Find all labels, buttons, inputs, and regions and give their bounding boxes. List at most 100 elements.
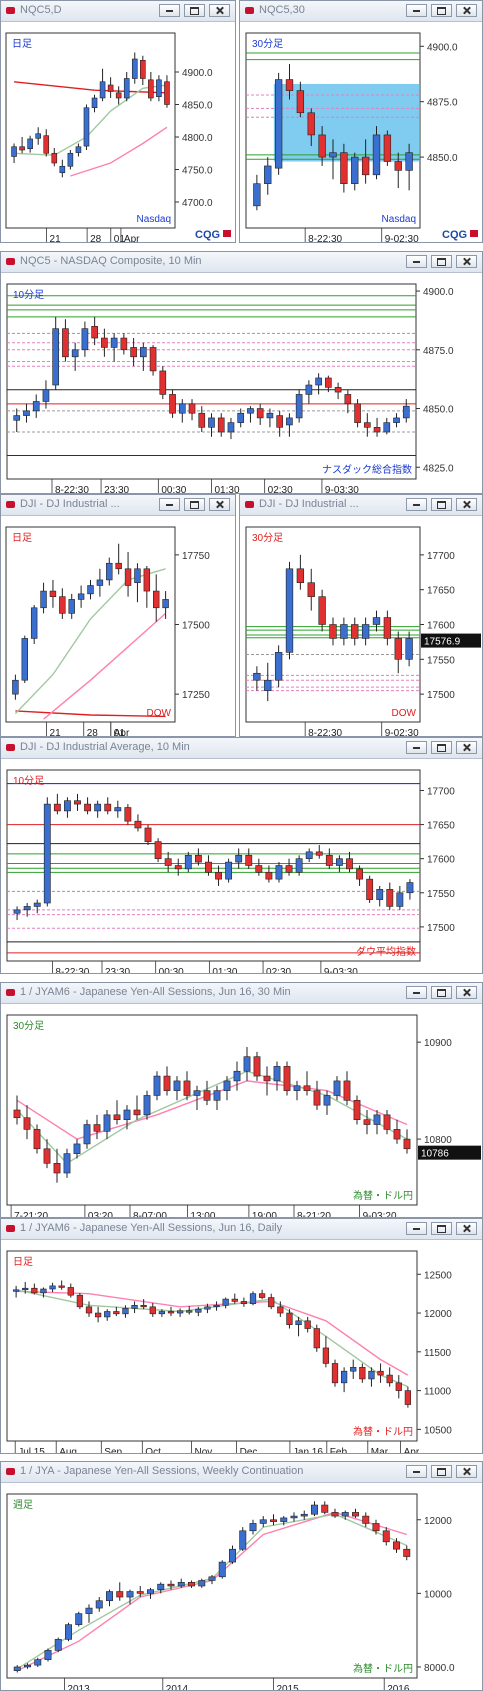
candle[interactable] [245,848,253,869]
candle[interactable] [156,75,162,102]
maximize-button[interactable] [184,498,205,511]
candle[interactable] [35,127,41,145]
candle[interactable] [167,1580,175,1590]
candle[interactable] [274,645,283,688]
candle[interactable] [293,1080,301,1101]
candle[interactable] [215,865,222,886]
candle[interactable] [115,543,122,575]
candle[interactable] [31,1283,38,1295]
window-titlebar[interactable]: NQC5 - NASDAQ Composite, 10 Min [1,252,482,273]
candle[interactable] [110,333,118,362]
chart-canvas[interactable]: 30分足 DOW 17500 17550 17600 17650 17700 17576.9 8… [240,515,483,737]
candle[interactable] [49,1282,56,1293]
candle[interactable] [116,1582,124,1601]
candle[interactable] [331,1508,339,1518]
candle[interactable] [65,1622,72,1642]
candle[interactable] [383,610,392,646]
maximize-button[interactable] [431,1222,452,1235]
candle[interactable] [51,148,58,167]
candle[interactable] [217,413,225,437]
candle[interactable] [393,413,400,428]
candle[interactable] [53,1148,61,1183]
candle[interactable] [225,858,233,883]
candle[interactable] [154,838,162,863]
candle[interactable] [376,885,384,907]
candle[interactable] [85,1301,93,1317]
candle[interactable] [253,174,261,211]
candle[interactable] [74,793,81,811]
candle[interactable] [285,561,294,660]
candle[interactable] [113,1100,121,1125]
close-button[interactable] [456,4,477,17]
candle[interactable] [273,1061,281,1091]
candle[interactable] [21,635,28,683]
chart-window[interactable]: DJI - DJ Industrial ... 日足 DOW 17250 17500 17… [0,494,236,737]
candle[interactable] [23,903,31,917]
candle[interactable] [203,1080,211,1106]
candle[interactable] [71,342,79,371]
candle[interactable] [353,1095,361,1125]
candle[interactable] [286,413,293,437]
candle[interactable] [253,1051,261,1081]
candle[interactable] [104,797,112,815]
candle[interactable] [134,563,141,603]
candle[interactable] [144,824,152,846]
candle[interactable] [53,793,61,815]
candle[interactable] [318,589,326,632]
candle[interactable] [22,1282,29,1294]
candle[interactable] [193,1085,201,1110]
candle[interactable] [173,1076,181,1101]
candle[interactable] [188,399,196,421]
candle[interactable] [99,68,106,102]
plot-area[interactable] [6,1250,418,1442]
candle[interactable] [237,408,245,428]
candle[interactable] [222,1297,229,1309]
candle[interactable] [270,1514,277,1526]
candle[interactable] [76,1292,84,1310]
candle[interactable] [275,862,283,883]
candle[interactable] [404,1386,412,1408]
minimize-button[interactable] [406,1465,427,1478]
candle[interactable] [126,1589,134,1605]
candle[interactable] [213,1085,221,1110]
candle[interactable] [204,1303,211,1314]
candle[interactable] [264,157,272,195]
candle[interactable] [164,75,170,108]
candle[interactable] [83,104,90,151]
candle[interactable] [351,152,359,191]
plot-area[interactable] [6,1493,418,1679]
candle[interactable] [311,1501,318,1517]
candle[interactable] [177,1578,185,1588]
candle[interactable] [325,375,332,393]
candle[interactable] [313,1080,321,1110]
candle[interactable] [176,1308,184,1317]
candle[interactable] [394,631,402,674]
candle[interactable] [124,804,132,825]
candle[interactable] [343,1071,351,1106]
close-button[interactable] [456,741,477,754]
candle[interactable] [329,139,337,180]
candle[interactable] [23,403,30,423]
candle[interactable] [362,1512,370,1528]
candle[interactable] [188,1580,195,1588]
candle[interactable] [229,1545,236,1564]
candle[interactable] [134,814,142,832]
maximize-button[interactable] [431,255,452,268]
candle[interactable] [83,1119,91,1149]
candle[interactable] [280,1516,288,1526]
candle[interactable] [157,1582,165,1594]
candle[interactable] [85,1604,93,1623]
candle[interactable] [406,879,414,900]
candle[interactable] [106,1589,113,1607]
minimize-button[interactable] [159,4,180,17]
minimize-button[interactable] [406,1222,427,1235]
candle[interactable] [198,1578,206,1588]
window-titlebar[interactable]: 1 / JYAM6 - Japanese Yen-All Sessions, J… [1,1219,482,1240]
candle[interactable] [23,1105,31,1140]
candle[interactable] [131,1301,138,1314]
candle[interactable] [304,1316,311,1333]
candle[interactable] [286,1309,293,1329]
candle[interactable] [335,855,343,873]
